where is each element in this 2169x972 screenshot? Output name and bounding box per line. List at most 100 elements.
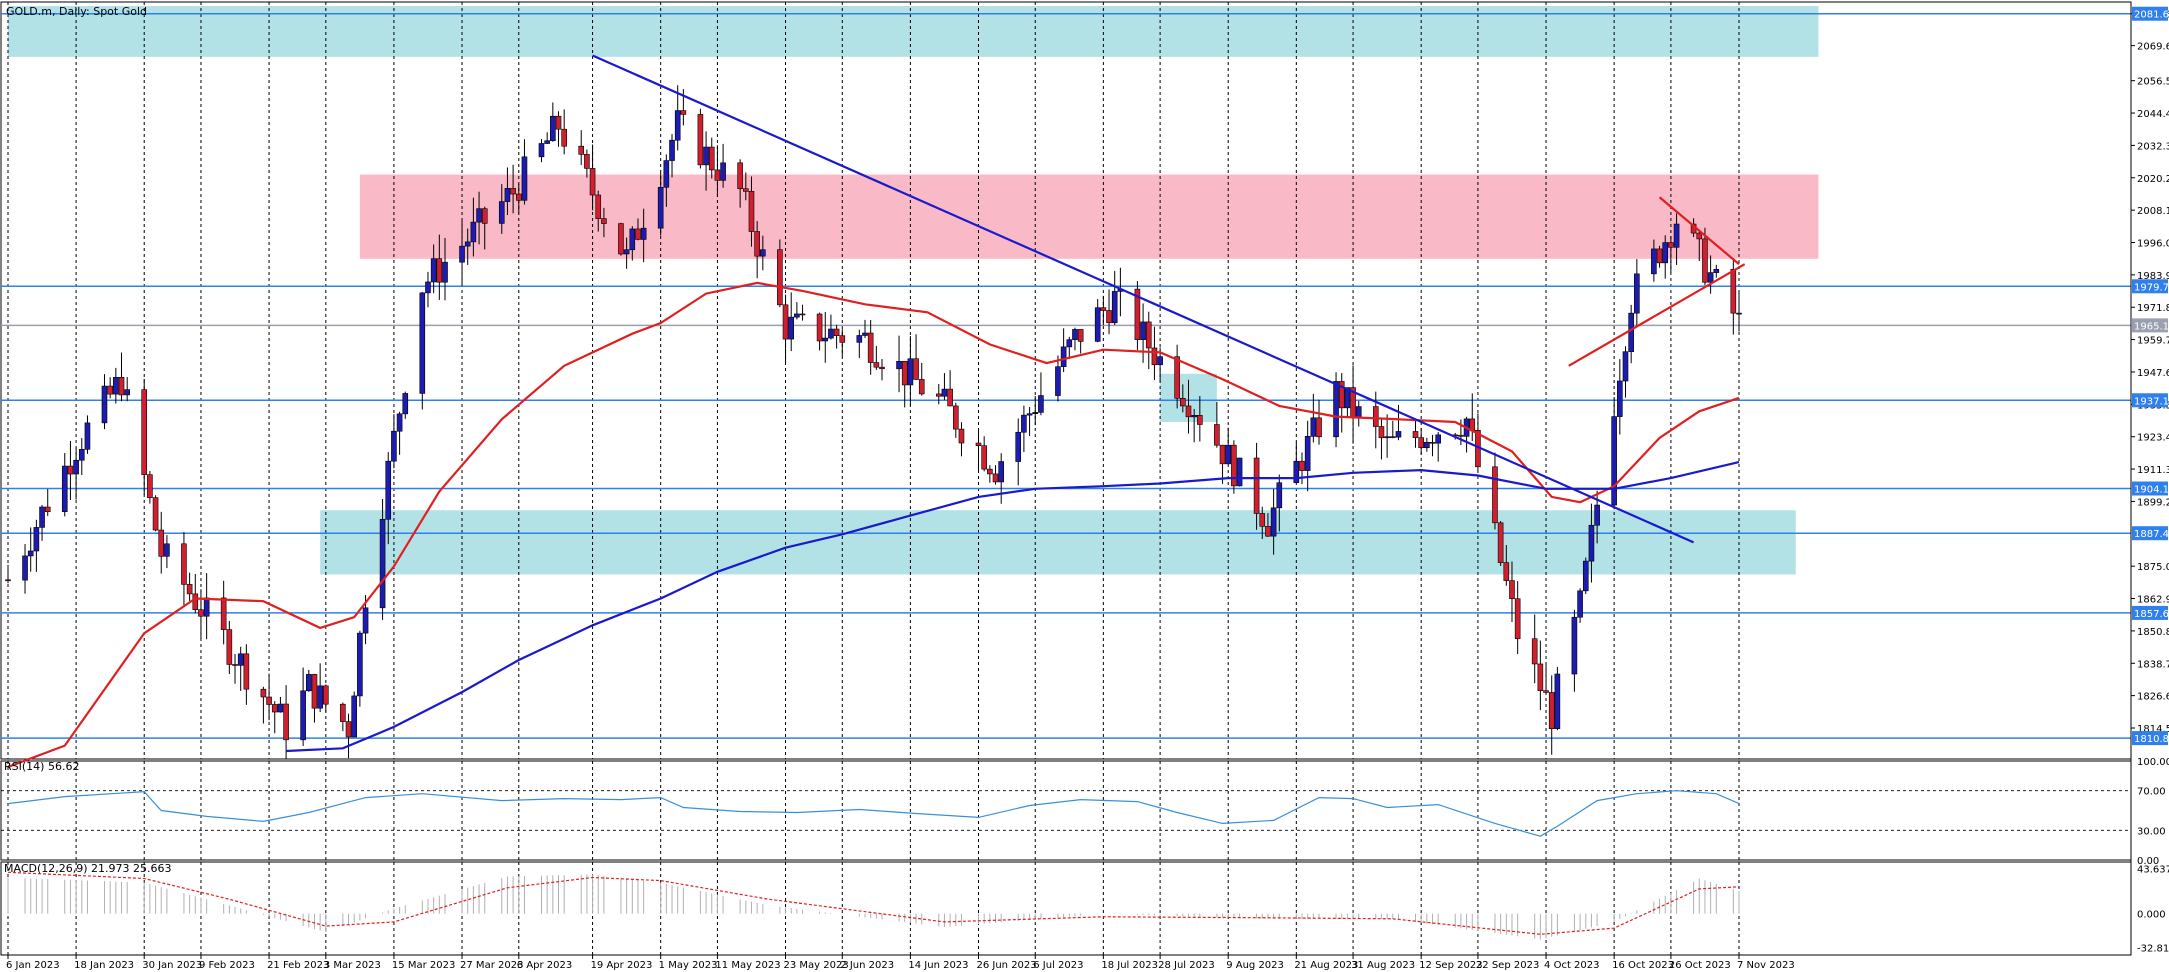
- price-tick-label: 1911.39: [2137, 465, 2169, 476]
- candle-up: [941, 388, 948, 397]
- candle-down: [777, 249, 783, 306]
- time-tick-label: 18 Jan 2023: [74, 960, 134, 971]
- price-tick-label: 1983.99: [2137, 271, 2169, 282]
- candle-up: [164, 543, 170, 557]
- trendline-2: [1568, 263, 1746, 367]
- candle-up: [1032, 412, 1039, 415]
- price-tick-label: 1923.49: [2137, 433, 2169, 444]
- candle-down: [186, 584, 193, 595]
- candle-down: [220, 597, 227, 630]
- candle-up: [39, 506, 45, 528]
- candle-down: [141, 389, 148, 475]
- candle-up: [470, 221, 477, 243]
- candle-down: [935, 393, 942, 397]
- candle-up: [1236, 457, 1243, 487]
- time-tick-label: 6 Jul 2023: [1033, 960, 1083, 971]
- candle-up: [538, 143, 545, 158]
- candle-up: [1060, 346, 1067, 367]
- candle-up: [1651, 248, 1657, 275]
- candle-up: [1582, 560, 1589, 592]
- candle-down: [1696, 232, 1703, 240]
- candle-up: [1094, 307, 1101, 342]
- time-tick-label: 3 Mar 2023: [324, 960, 381, 971]
- level-tag-bg: [2132, 6, 2168, 21]
- price-tick-label: 1899.29: [2137, 497, 2169, 508]
- candle-down: [680, 110, 687, 115]
- candle-down: [260, 688, 267, 698]
- time-tick-label: 26 Oct 2023: [1669, 960, 1731, 971]
- candle-up: [1424, 442, 1430, 449]
- candle-down: [1134, 288, 1141, 340]
- candle-down: [232, 664, 238, 666]
- vertical-gridlines: [7, 2, 1740, 955]
- candle-up: [351, 695, 358, 738]
- candle-down: [748, 191, 755, 232]
- level-tag-label: 1857.61: [2134, 609, 2169, 620]
- rsi-frame: [0, 760, 2132, 861]
- candle-down: [782, 304, 789, 340]
- candle-up: [1157, 356, 1163, 366]
- candle-up: [1270, 507, 1277, 537]
- candle-down: [1668, 242, 1674, 248]
- macd-tick-label: 43.637: [2137, 865, 2169, 876]
- candle-down: [271, 704, 278, 713]
- zone-2: [320, 510, 1796, 575]
- candle-down: [436, 258, 443, 283]
- candle-down: [1231, 444, 1237, 487]
- candle-up: [828, 328, 834, 339]
- candle-up: [391, 430, 397, 462]
- time-tick-label: 16 Oct 2023: [1612, 960, 1674, 971]
- level-tag-label: 1937.11: [2134, 396, 2169, 407]
- level-tag-label: 1965.11: [2134, 321, 2169, 332]
- candle-down: [992, 473, 999, 483]
- candle-up: [544, 140, 550, 144]
- time-tick-label: 15 Mar 2023: [392, 960, 455, 971]
- candle-up: [720, 162, 726, 181]
- candle-down: [67, 465, 74, 475]
- candle-up: [640, 227, 647, 240]
- candle-down: [867, 332, 874, 363]
- candle-up: [73, 459, 79, 475]
- candle-down: [1106, 310, 1112, 324]
- candle-down: [1338, 381, 1345, 409]
- macd-frame: [0, 861, 2132, 956]
- candle-down: [1185, 405, 1192, 418]
- candle-down: [618, 223, 624, 255]
- candle-up: [1333, 381, 1339, 438]
- candle-up: [657, 186, 664, 229]
- candle-up: [1038, 395, 1044, 413]
- macd-panel[interactable]: 43.637 0.000 -32.818: [7, 865, 2169, 955]
- candle-down: [561, 128, 567, 147]
- candle-up: [896, 361, 902, 370]
- rsi-tick-label: 0.00: [2137, 856, 2159, 867]
- candle-down: [697, 114, 704, 166]
- candle-up: [703, 146, 709, 166]
- candle-up: [1225, 444, 1232, 465]
- candle-up: [22, 555, 28, 581]
- rsi-panel[interactable]: 100.00 70.00 30.00 0.00: [1, 757, 2169, 867]
- candle-down: [510, 188, 516, 195]
- candle-up: [1072, 329, 1078, 340]
- candle-up: [1707, 272, 1714, 283]
- time-tick-label: 7 Nov 2023: [1737, 960, 1795, 971]
- level-tag-bg: [2132, 279, 2168, 294]
- candle-up: [317, 685, 323, 709]
- candle-down: [555, 115, 562, 130]
- candle-down: [1730, 269, 1737, 314]
- candle-down: [873, 362, 880, 368]
- candle-down: [584, 154, 590, 169]
- candle-down: [243, 653, 250, 690]
- candle-up: [1344, 387, 1351, 409]
- level-tag-bg: [2132, 393, 2168, 408]
- price-tick-label: 1971.89: [2137, 303, 2169, 314]
- trendlines[interactable]: [592, 54, 1746, 544]
- candle-up: [1577, 590, 1583, 618]
- chart-title: GOLD.m, Daily: Spot Gold: [6, 5, 147, 18]
- candle-down: [981, 445, 987, 470]
- candle-up: [1304, 436, 1311, 471]
- candle-up: [1293, 460, 1300, 484]
- candle-down: [515, 193, 522, 201]
- main-chart-panel[interactable]: [0, 1, 2132, 956]
